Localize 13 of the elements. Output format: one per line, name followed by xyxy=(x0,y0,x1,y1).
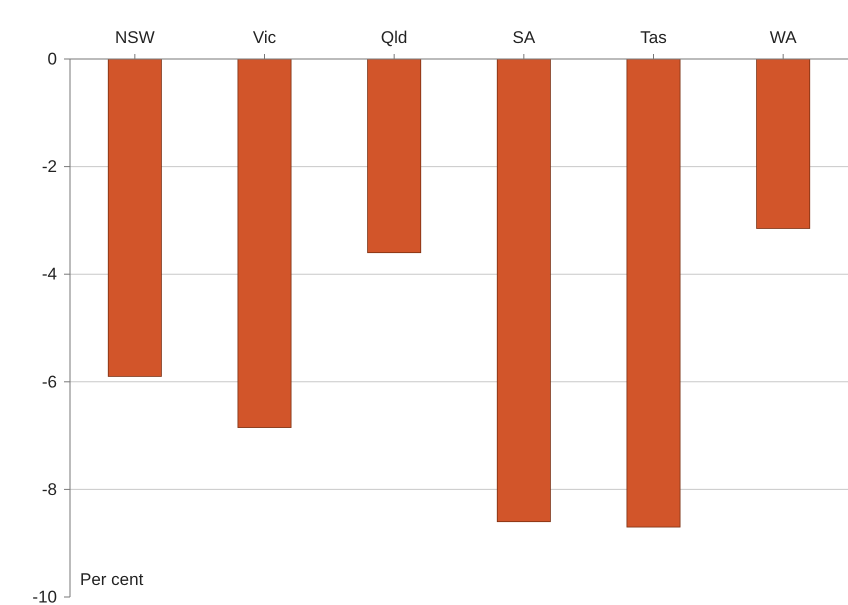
x-tick-label: WA xyxy=(770,28,798,47)
y-tick-label: -10 xyxy=(32,587,57,605)
y-tick-label: -2 xyxy=(42,157,57,176)
y-axis-title: Per cent xyxy=(80,570,144,589)
x-tick-label: Qld xyxy=(380,28,408,47)
y-tick-label: -8 xyxy=(42,480,57,499)
x-tick-label: Tas xyxy=(640,28,667,47)
y-tick-label: -4 xyxy=(42,264,57,284)
y-tick-label: -6 xyxy=(42,372,57,392)
x-tick-label: SA xyxy=(512,28,536,47)
x-tick-label: Vic xyxy=(252,28,277,47)
x-tick-label: NSW xyxy=(114,28,155,47)
y-tick-label: 0 xyxy=(48,49,57,68)
